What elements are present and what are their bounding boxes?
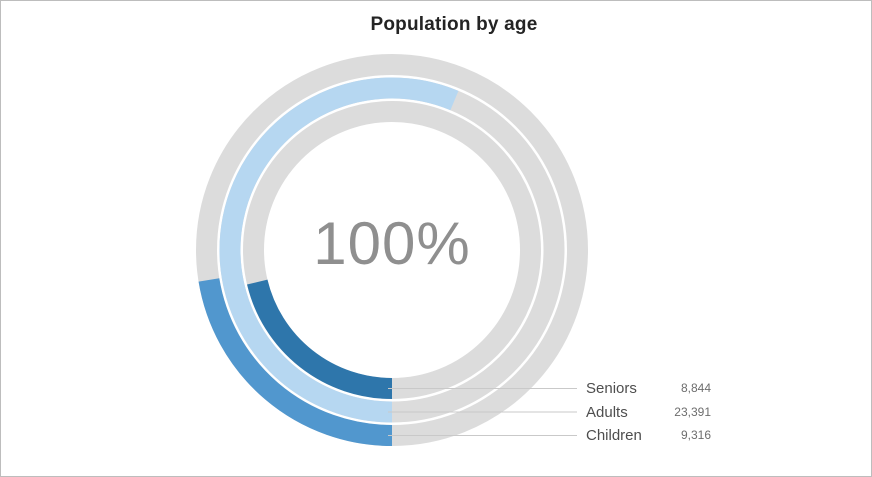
legend-row-adults: Adults 23,391 xyxy=(586,402,711,422)
chart-title: Population by age xyxy=(370,14,538,35)
legend-label: Seniors xyxy=(586,379,637,397)
gauge-center-value: 100% xyxy=(313,210,471,277)
ring-arc-adults[interactable] xyxy=(219,77,459,423)
legend-value: 23,391 xyxy=(674,405,711,419)
legend-value: 8,844 xyxy=(680,381,711,395)
legend-row-children: Children 9,316 xyxy=(586,425,711,445)
ring-arc-children[interactable] xyxy=(198,278,393,446)
ring-arc-seniors[interactable] xyxy=(247,279,393,399)
legend-value: 9,316 xyxy=(680,428,711,442)
legend-label: Children xyxy=(586,426,642,444)
legend-row-seniors: Seniors 8,844 xyxy=(586,378,711,398)
legend-label: Adults xyxy=(586,403,628,421)
